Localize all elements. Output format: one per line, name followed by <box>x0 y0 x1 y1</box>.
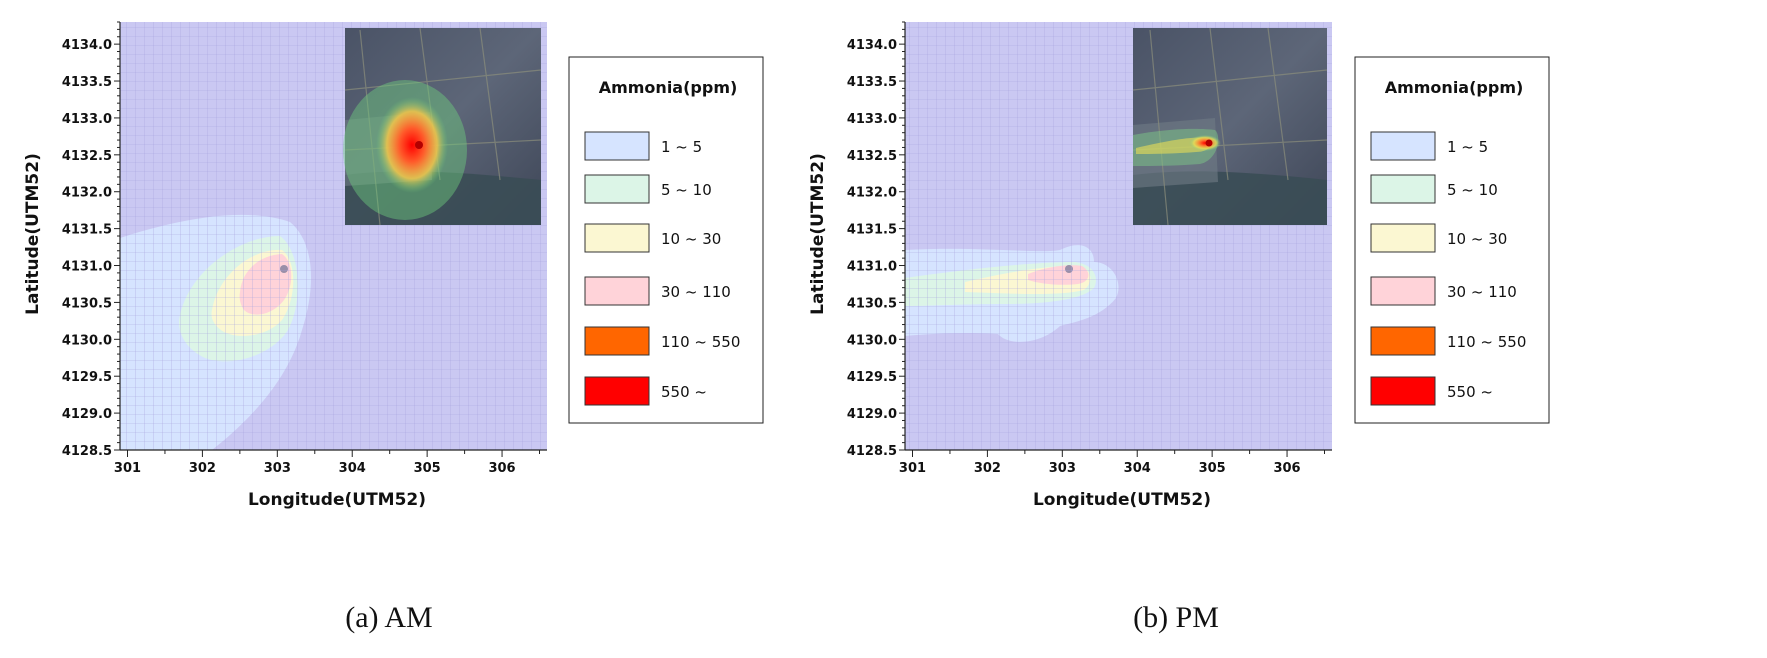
x-tick-label: 301 <box>114 461 141 476</box>
x-axis-title: Longitude(UTM52) <box>1033 490 1211 510</box>
x-tick-label: 302 <box>189 461 216 476</box>
y-tick-label: 4133.5 <box>62 75 112 90</box>
y-tick-label: 4133.0 <box>847 112 897 127</box>
panel-pm <box>905 22 1332 450</box>
legend-label: 5 ~ 10 <box>1447 181 1498 199</box>
x-tick-label: 304 <box>339 461 366 476</box>
y-tick-label: 4130.5 <box>847 296 897 311</box>
x-tick-label: 302 <box>974 461 1001 476</box>
y-axis-title: Latitude(UTM52) <box>23 153 43 315</box>
legend-label: 550 ~ <box>661 383 707 401</box>
legend-label: 5 ~ 10 <box>661 181 712 199</box>
x-tick-label: 303 <box>1049 461 1076 476</box>
y-tick-label: 4131.5 <box>847 223 897 238</box>
y-tick-label: 4129.0 <box>847 407 897 422</box>
legend-label: 10 ~ 30 <box>661 230 721 248</box>
y-tick-label: 4132.5 <box>847 149 897 164</box>
legend-swatch <box>1370 326 1436 356</box>
y-tick-label: 4129.5 <box>847 370 897 385</box>
legend-label: 110 ~ 550 <box>661 333 740 351</box>
legend-label: 10 ~ 30 <box>1447 230 1507 248</box>
y-tick-label: 4132.0 <box>847 186 897 201</box>
y-tick-label: 4133.0 <box>62 112 112 127</box>
x-tick-label: 305 <box>414 461 441 476</box>
legend-title: Ammonia(ppm) <box>1385 78 1524 97</box>
y-tick-label: 4132.5 <box>62 149 112 164</box>
y-tick-label: 4132.0 <box>62 186 112 201</box>
legend-swatch <box>584 326 650 356</box>
legend-swatch <box>1370 174 1436 204</box>
y-tick-label: 4131.0 <box>62 260 112 275</box>
x-tick-label: 303 <box>264 461 291 476</box>
y-tick-label: 4133.5 <box>847 75 897 90</box>
y-tick-label: 4131.5 <box>62 223 112 238</box>
y-tick-label: 4129.0 <box>62 407 112 422</box>
legend-label: 110 ~ 550 <box>1447 333 1526 351</box>
y-tick-label: 4130.0 <box>62 333 112 348</box>
legend-label: 1 ~ 5 <box>661 138 702 156</box>
legend-label: 30 ~ 110 <box>661 283 731 301</box>
legend-swatch <box>584 131 650 161</box>
y-axis-title: Latitude(UTM52) <box>808 153 828 315</box>
y-tick-label: 4128.5 <box>62 444 112 459</box>
x-tick-label: 306 <box>488 461 515 476</box>
inset-satellite-map <box>1132 27 1328 226</box>
x-axis-title: Longitude(UTM52) <box>248 490 426 510</box>
legend-swatch <box>584 376 650 406</box>
inset-satellite-map <box>343 27 542 226</box>
x-tick-label: 301 <box>899 461 926 476</box>
panel-caption: (a) AM <box>345 601 432 634</box>
panel-am <box>120 22 547 450</box>
y-tick-label: 4134.0 <box>62 38 112 53</box>
legend-swatch <box>584 174 650 204</box>
y-tick-label: 4129.5 <box>62 370 112 385</box>
legend-title: Ammonia(ppm) <box>599 78 738 97</box>
y-tick-label: 4130.5 <box>62 296 112 311</box>
x-tick-label: 305 <box>1199 461 1226 476</box>
panel-caption: (b) PM <box>1133 601 1219 634</box>
y-tick-label: 4134.0 <box>847 38 897 53</box>
x-tick-label: 306 <box>1273 461 1300 476</box>
legend-swatch <box>1370 276 1436 306</box>
legend-label: 1 ~ 5 <box>1447 138 1488 156</box>
x-tick-label: 304 <box>1124 461 1151 476</box>
legend-label: 550 ~ <box>1447 383 1493 401</box>
legend-swatch <box>1370 376 1436 406</box>
legend-swatch <box>1370 223 1436 253</box>
y-tick-label: 4130.0 <box>847 333 897 348</box>
legend-swatch <box>1370 131 1436 161</box>
legend-swatch <box>584 223 650 253</box>
y-tick-label: 4128.5 <box>847 444 897 459</box>
y-tick-label: 4131.0 <box>847 260 897 275</box>
legend-swatch <box>584 276 650 306</box>
dynamic-layer: 301 302 303 304 305 306 4128.5 4129.0 4129.5 4130… <box>23 21 1526 634</box>
legend-label: 30 ~ 110 <box>1447 283 1517 301</box>
